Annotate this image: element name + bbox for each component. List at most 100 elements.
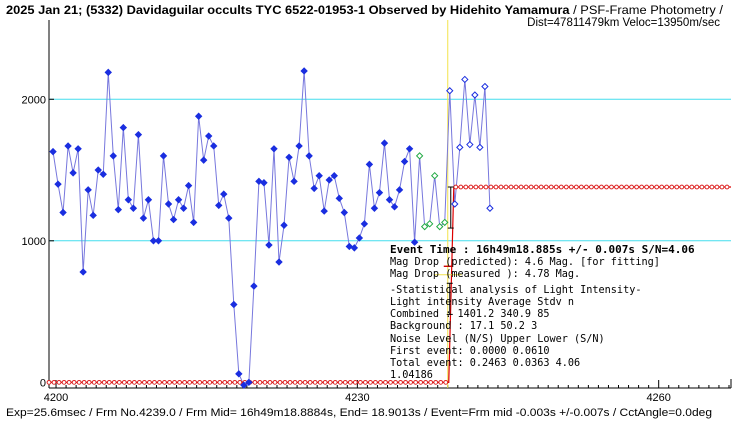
model-point [46,379,52,385]
data-point-first-event [310,184,318,193]
data-point-first-event [189,218,198,227]
data-point-transition [476,143,484,152]
model-point [277,379,283,385]
model-point [634,184,639,190]
data-point-first-event [199,156,208,164]
model-point [659,184,665,190]
data-point-first-event [320,207,328,215]
stat-title-text: -Statistical analysis of Light Intensity… [390,285,641,296]
data-point-first-event [69,169,77,177]
model-point [468,184,474,190]
data-point-transition [486,204,494,212]
model-point [337,379,343,385]
data-point-first-event [325,176,333,184]
model-point [669,184,675,190]
data-point-first-event [370,204,379,212]
model-point [518,184,524,190]
data-point-first-event [114,205,123,214]
model-point [528,184,534,190]
chart-title-main: 2025 Jan 21; (5332) Davidaguilar occults… [6,3,570,17]
data-point-first-event [84,186,92,194]
data-point-first-event [49,147,57,156]
data-point-transition [446,87,454,95]
model-point [473,184,479,190]
data-point-first-event [330,171,338,180]
data-point-first-event [225,214,233,222]
data-point-first-event [220,190,228,198]
chart-title-method: / PSF-Frame Photometry / [570,3,724,17]
model-point [674,184,680,190]
stat-header-text: Light intensity Average Stdv n [390,297,574,308]
model-point [368,379,373,385]
data-point-first-event [300,67,308,75]
data-point-first-event [154,237,163,245]
model-point [222,379,228,385]
model-point [121,379,127,385]
data-point-first-event [169,215,178,224]
model-point [513,184,519,190]
model-point [172,379,177,385]
model-point [594,184,599,190]
model-point [317,379,323,385]
model-point [192,379,198,385]
model-point [548,184,554,190]
model-point [322,379,328,385]
model-point [619,184,624,190]
model-point [212,379,218,385]
data-point-first-event [410,238,419,246]
model-point [573,184,579,190]
data-point-first-event [204,132,213,140]
model-point [357,379,363,385]
data-point-first-event [315,171,323,180]
model-point [398,379,403,385]
data-point-first-event [240,381,248,389]
model-point [453,184,459,190]
model-point [287,379,293,385]
stat-background-text: Background : 17.1 50.2 3 [390,321,537,332]
data-point-occulted [430,171,439,180]
model-point [609,184,614,190]
data-point-first-event [104,68,112,77]
model-point [81,379,87,385]
model-point [302,379,308,385]
model-point [182,379,187,385]
data-point-first-event [395,186,404,194]
data-point-first-event [285,153,293,161]
data-point-first-event [290,177,298,186]
model-point [61,379,67,385]
model-point [207,379,213,385]
data-point-first-event [400,157,409,166]
data-point-transition [461,75,469,84]
model-point [624,184,629,190]
model-point [147,379,152,385]
data-point-first-event [184,181,193,190]
data-point-transition [451,200,459,208]
x-tick-label: 4230 [345,392,369,404]
model-point [533,184,539,190]
data-point-first-event [260,179,268,187]
model-point [694,184,700,190]
model-point [91,379,97,385]
data-point-transition [466,140,474,149]
data-point-first-event [235,370,243,378]
model-point [644,184,650,190]
footer-info: Exp=25.6msec / Frm No.4239.0 / Frm Mid= … [6,407,712,419]
data-point-first-event [405,145,414,153]
model-point [332,379,338,385]
model-point [373,379,378,385]
noise-total-text: Total event: 0.2463 0.0363 4.06 [390,358,580,369]
model-point [56,379,62,385]
model-point [352,379,358,385]
model-point [478,184,484,190]
model-point [684,184,690,190]
model-point [362,379,368,385]
model-point [267,379,273,385]
model-point [438,379,444,385]
data-point-occulted [415,152,424,160]
x-tick-label: 4260 [646,392,670,404]
x-tick-label: 4200 [44,392,68,404]
model-point [629,184,634,190]
data-point-first-event [144,196,153,204]
model-point [257,379,263,385]
model-point [232,379,238,385]
